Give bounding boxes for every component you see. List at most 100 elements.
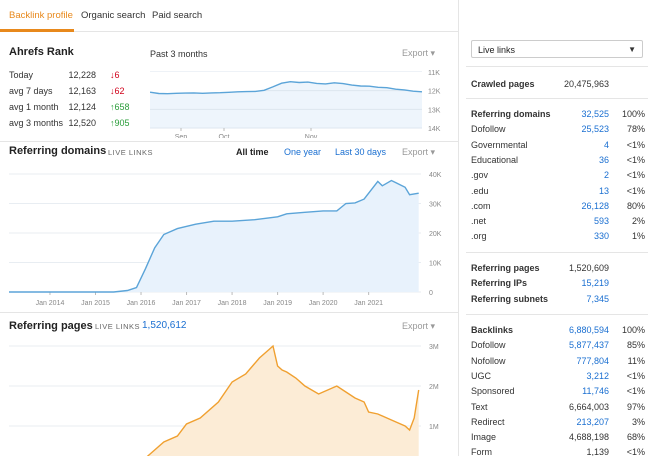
domains-export-button[interactable]: Export ▾ [402, 147, 435, 158]
stat-value[interactable]: 6,880,594 [568, 325, 609, 335]
stat-percent: <1% [626, 386, 645, 397]
stat-percent: 1% [631, 231, 645, 242]
stat-row: Referring domains 32,525 100% [471, 109, 645, 123]
stat-row: Form 1,139 <1% [471, 447, 645, 456]
stat-row: Image 4,688,198 68% [471, 432, 645, 446]
stat-value: 4,688,198 [568, 432, 609, 443]
y-tick-label: 1M [429, 424, 439, 431]
stat-label: Text [471, 401, 488, 412]
select-value: Live links [478, 45, 516, 55]
stat-value[interactable]: 32,525 [581, 109, 609, 119]
stat-value[interactable]: 5,877,437 [568, 340, 609, 351]
stat-label: Referring IPs [471, 278, 528, 289]
referring-domains-chart: 0 10K 20K 30K 40K Jan 2014 Jan 2015 Jan 2016 Jan… [9, 172, 442, 307]
stat-value: 1,520,609 [568, 263, 609, 273]
stat-value: 1,139 [586, 447, 609, 456]
link-type-select[interactable]: Live links ▼ [471, 40, 643, 58]
stat-label: Image [471, 432, 497, 443]
rank-period-label: Past 3 months [150, 49, 208, 59]
x-tick-label: Jan 2020 [309, 300, 338, 307]
stat-row: Backlinks 6,880,594 100% [471, 325, 645, 339]
stat-percent: 80% [626, 200, 645, 211]
ahrefs-rank-chart: 11K 12K 13K 14K Sep Oct Nov [150, 70, 441, 138]
referring-pages-chart: 1M 2M 3M [9, 344, 439, 456]
stat-percent: 68% [626, 432, 645, 443]
stat-value[interactable]: 213,207 [576, 416, 609, 427]
x-tick-label: Jan 2015 [81, 300, 110, 307]
stat-label: Nofollow [471, 355, 506, 366]
live-links-badge: LIVE LINKS [95, 322, 141, 331]
period-all-time[interactable]: All time [236, 147, 269, 157]
stat-value[interactable]: 777,804 [576, 355, 609, 366]
period-one-year[interactable]: One year [284, 147, 322, 157]
stat-value[interactable]: 25,523 [581, 124, 609, 135]
stat-row: Governmental 4 <1% [471, 140, 645, 154]
stat-label: UGC [471, 370, 491, 381]
stat-label: .com [471, 200, 491, 211]
stat-percent: 100% [621, 109, 645, 119]
stat-percent: <1% [626, 170, 645, 181]
rank-row-delta: ↑905 [110, 118, 130, 128]
stat-value[interactable]: 7,345 [586, 293, 609, 304]
y-tick-label: 14K [428, 126, 441, 133]
stat-value[interactable]: 15,219 [581, 278, 609, 289]
stat-value[interactable]: 4 [603, 139, 609, 150]
period-last-30-days[interactable]: Last 30 days [335, 147, 387, 157]
stat-value[interactable]: 26,128 [581, 200, 609, 211]
stat-label: Sponsored [471, 386, 515, 397]
report-tabs: Backlink profile Organic search Paid sea… [0, 0, 458, 32]
rank-row-value: 12,228 [68, 70, 96, 80]
series-area [147, 346, 419, 456]
series-line [146, 344, 420, 456]
pages-export-button[interactable]: Export ▾ [402, 321, 435, 332]
divider [466, 66, 648, 67]
column-divider [458, 0, 459, 456]
series-inverse-area [150, 72, 422, 94]
series-line [9, 179, 419, 293]
rank-row-value: 12,124 [68, 102, 96, 112]
tab-backlink-profile[interactable]: Backlink profile [9, 10, 73, 21]
stat-row: .org 330 1% [471, 231, 645, 245]
stat-value[interactable]: 11,746 [582, 386, 609, 397]
stat-label: Crawled pages [471, 79, 535, 89]
stat-label: Referring subnets [471, 293, 549, 304]
export-label: Export [402, 321, 429, 331]
stat-label: Referring domains [471, 109, 551, 119]
rank-row-label: avg 1 month [9, 102, 59, 112]
rank-row-delta: ↓62 [110, 86, 125, 96]
x-tick-label: Jan 2017 [172, 300, 201, 307]
divider [0, 312, 458, 313]
y-tick-label: 2M [429, 384, 439, 391]
divider [0, 141, 458, 142]
stat-row: Educational 36 <1% [471, 155, 645, 169]
rank-series-line [150, 80, 423, 95]
y-tick-label: 20K [429, 231, 442, 238]
stat-row: Redirect 213,207 3% [471, 417, 645, 431]
stat-label: Backlinks [471, 325, 514, 335]
stat-row: Nofollow 777,804 11% [471, 356, 645, 370]
stat-label: Redirect [471, 416, 505, 427]
stat-row: Sponsored 11,746 <1% [471, 386, 645, 400]
stat-value[interactable]: 593 [593, 216, 609, 227]
y-tick-label: 13K [428, 107, 441, 114]
stat-label: Form [471, 447, 492, 456]
stat-value[interactable]: 36 [598, 154, 609, 165]
stat-row: Referring pages 1,520,609 [471, 263, 645, 277]
tab-organic-search[interactable]: Organic search [81, 10, 146, 21]
rank-row-label: avg 7 days [9, 86, 53, 96]
ahrefs-rank-title: Ahrefs Rank [9, 46, 74, 58]
stat-value[interactable]: 3,212 [586, 370, 609, 381]
stat-value[interactable]: 13 [598, 185, 609, 196]
stat-row: Referring IPs 15,219 [471, 278, 645, 292]
referring-pages-count[interactable]: 1,520,612 [142, 320, 187, 331]
stat-row: Dofollow 25,523 78% [471, 124, 645, 138]
stat-row: UGC 3,212 <1% [471, 371, 645, 385]
tab-paid-search[interactable]: Paid search [152, 10, 203, 21]
x-tick-label: Oct [219, 134, 230, 138]
stat-label: Governmental [471, 139, 528, 150]
rank-export-button[interactable]: Export ▾ [402, 48, 435, 59]
stat-value[interactable]: 330 [593, 231, 609, 242]
stat-value[interactable]: 2 [603, 170, 609, 181]
x-tick-label: Jan 2021 [354, 300, 383, 307]
stat-percent: 97% [626, 401, 645, 412]
